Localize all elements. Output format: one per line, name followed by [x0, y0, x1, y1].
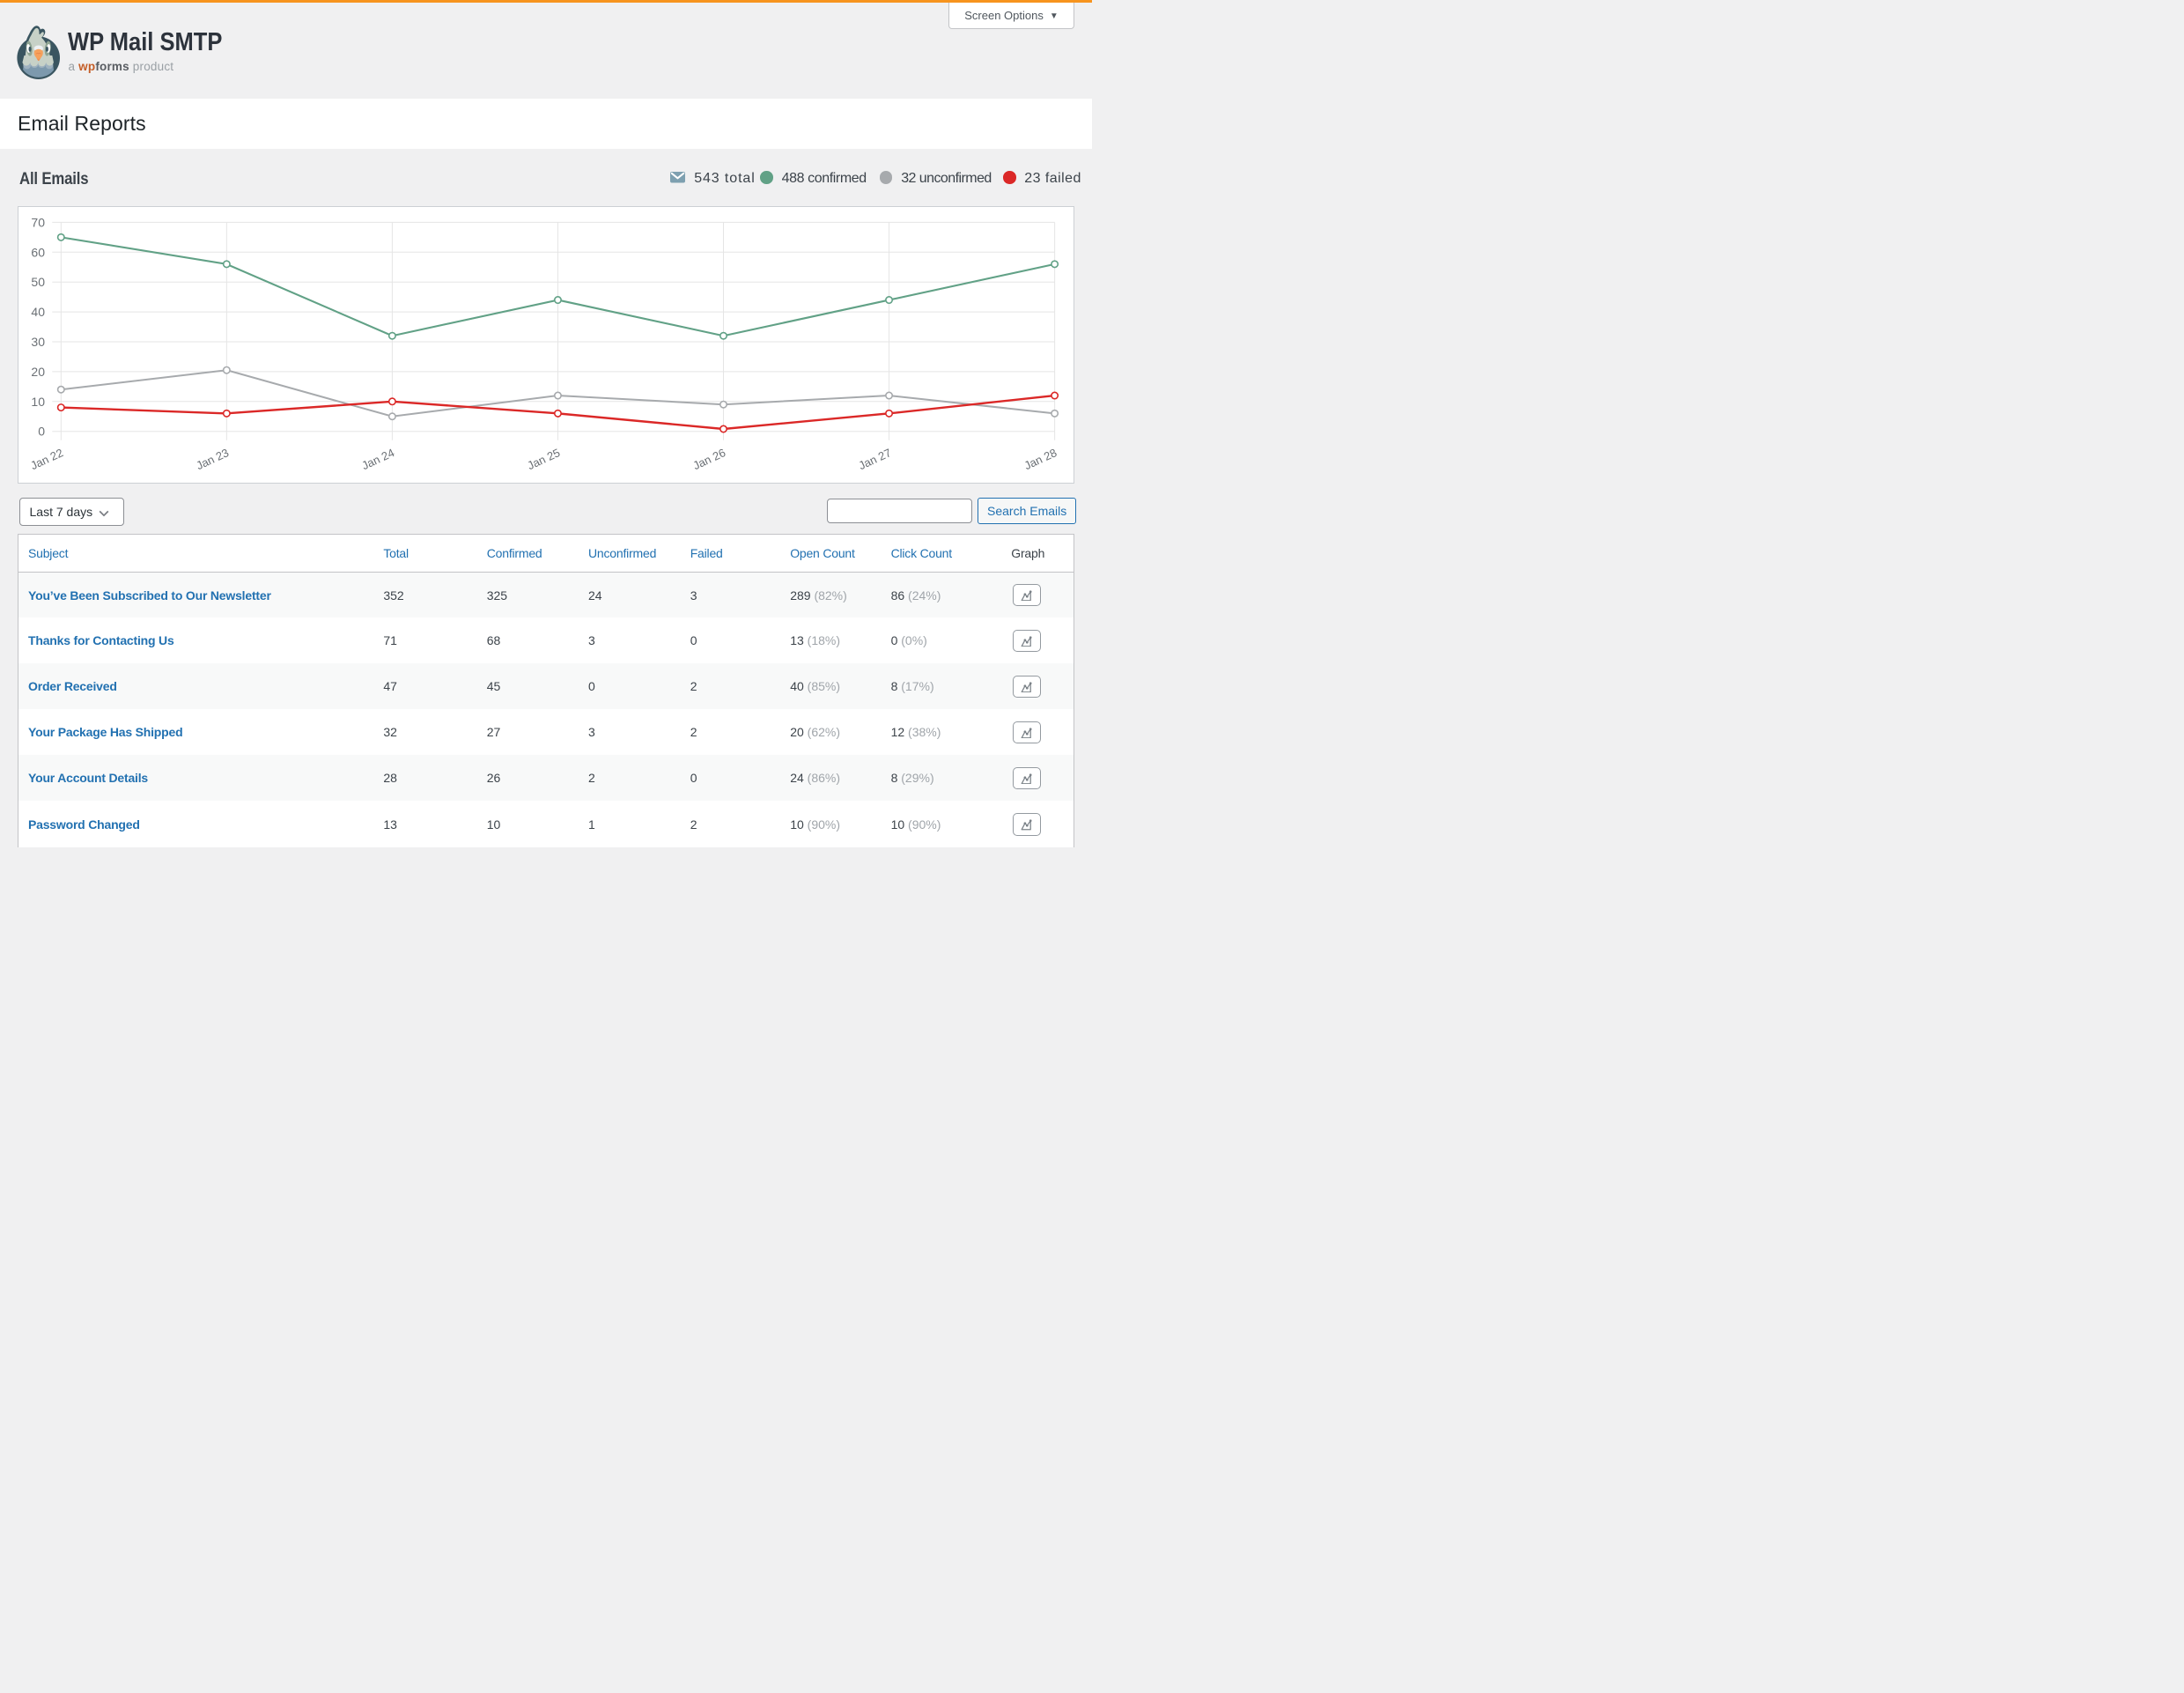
svg-text:Jan 23: Jan 23	[194, 446, 231, 472]
svg-text:Jan 28: Jan 28	[1022, 446, 1059, 472]
svg-text:Jan 22: Jan 22	[28, 446, 65, 472]
svg-text:50: 50	[31, 275, 45, 289]
svg-text:Jan 25: Jan 25	[525, 446, 562, 472]
svg-text:10: 10	[31, 394, 45, 408]
svg-text:60: 60	[31, 245, 45, 259]
svg-text:Jan 26: Jan 26	[691, 446, 728, 472]
svg-text:Jan 24: Jan 24	[359, 446, 396, 472]
svg-text:20: 20	[31, 364, 45, 378]
svg-text:70: 70	[31, 215, 45, 229]
svg-text:Jan 27: Jan 27	[857, 446, 894, 472]
svg-text:30: 30	[31, 335, 45, 349]
svg-text:40: 40	[31, 305, 45, 319]
svg-text:0: 0	[38, 424, 45, 438]
